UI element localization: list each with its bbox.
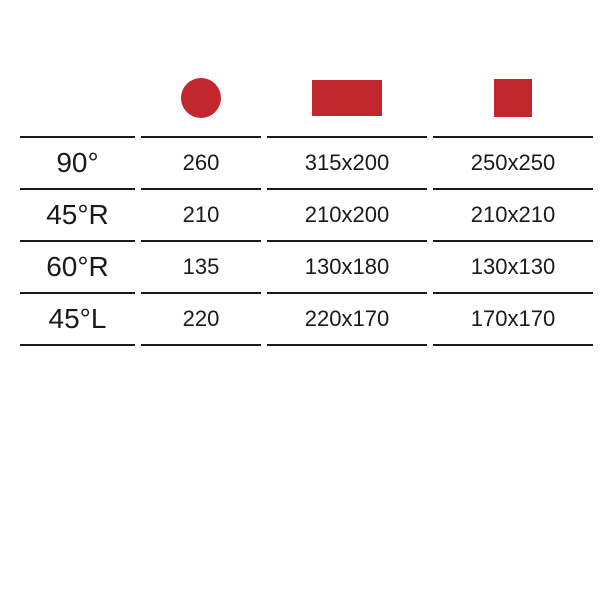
capacity-table: 90°260315x200250x250 45°R210210x200210x21…	[0, 0, 600, 600]
header-cell-1	[141, 60, 261, 138]
table-cell: 130x130	[433, 242, 593, 294]
table-grid: 90°260315x200250x25045°R210210x200210x21…	[20, 60, 580, 346]
header-cell-3	[433, 60, 593, 138]
circle-icon	[181, 78, 221, 118]
square-icon	[494, 79, 532, 117]
row-label: 45°R	[20, 190, 135, 242]
rectangle-icon	[312, 80, 382, 116]
table-cell: 170x170	[433, 294, 593, 346]
header-cell-2	[267, 60, 427, 138]
table-cell: 210x210	[433, 190, 593, 242]
table-cell: 220x170	[267, 294, 427, 346]
table-cell: 260	[141, 138, 261, 190]
table-cell: 250x250	[433, 138, 593, 190]
table-cell: 220	[141, 294, 261, 346]
row-label: 90°	[20, 138, 135, 190]
table-cell: 315x200	[267, 138, 427, 190]
row-label: 45°L	[20, 294, 135, 346]
table-cell: 210	[141, 190, 261, 242]
table-cell: 135	[141, 242, 261, 294]
table-cell: 130x180	[267, 242, 427, 294]
table-cell: 210x200	[267, 190, 427, 242]
row-label: 60°R	[20, 242, 135, 294]
header-cell-0	[20, 60, 135, 138]
